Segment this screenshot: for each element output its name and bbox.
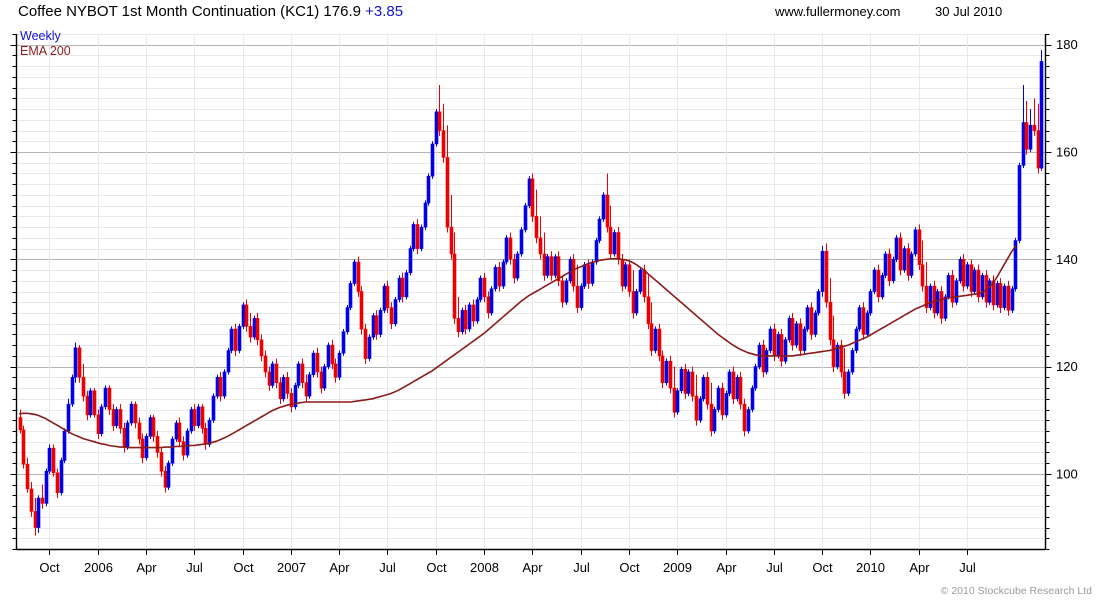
price-change: +3.85 bbox=[365, 3, 404, 20]
vertical-gridlines bbox=[49, 34, 968, 549]
plot-frame bbox=[15, 34, 1047, 551]
x-axis-tick-label: 2006 bbox=[84, 560, 113, 575]
x-axis-labels: Oct 2006 Apr Jul Oct 2007 Apr Jul Oct 2008 Apr Jul O… bbox=[39, 549, 976, 575]
y-axis-tick-label: 180 bbox=[1056, 37, 1078, 52]
x-axis-tick-label: Apr bbox=[909, 560, 930, 575]
candlestick-chart: 100 120 140 160 180 Oct 2006 Apr Jul Oct 2007 Apr J… bbox=[10, 29, 1092, 597]
chart-title: Coffee NYBOT 1st Month Continuation (KC1… bbox=[18, 3, 403, 20]
x-axis-tick-label: Oct bbox=[39, 560, 60, 575]
x-axis-tick-label: Oct bbox=[233, 560, 254, 575]
chart-header: Coffee NYBOT 1st Month Continuation (KC1… bbox=[0, 0, 1100, 26]
chart-date: 30 Jul 2010 bbox=[935, 4, 1003, 19]
x-axis-tick-label: Apr bbox=[136, 560, 157, 575]
x-axis-tick-label: Oct bbox=[619, 560, 640, 575]
x-axis-tick-label: Jul bbox=[379, 560, 396, 575]
chart-title-text: Coffee NYBOT 1st Month Continuation (KC1… bbox=[18, 3, 361, 20]
y-axis-tick-label: 120 bbox=[1056, 359, 1078, 374]
x-axis-tick-label: Jul bbox=[573, 560, 590, 575]
y-axis-tick-label: 100 bbox=[1056, 466, 1078, 481]
x-axis-tick-label: Jul bbox=[766, 560, 783, 575]
minor-gridlines bbox=[16, 34, 1045, 550]
copyright-notice: © 2010 Stockcube Research Ltd bbox=[941, 585, 1092, 597]
x-axis-tick-label: Oct bbox=[426, 560, 447, 575]
x-axis-tick-label: 2010 bbox=[856, 560, 885, 575]
x-axis-tick-label: Apr bbox=[329, 560, 350, 575]
x-axis-tick-label: Apr bbox=[522, 560, 543, 575]
x-axis-tick-label: 2007 bbox=[277, 560, 306, 575]
y-axis-tick-label: 140 bbox=[1056, 252, 1078, 267]
legend-weekly-label: Weekly bbox=[20, 29, 62, 43]
y-axis-ticks bbox=[10, 34, 1052, 550]
x-axis-tick-label: Jul bbox=[186, 560, 203, 575]
x-axis-tick-label: Oct bbox=[812, 560, 833, 575]
chart-plot-area: 100 120 140 160 180 Oct 2006 Apr Jul Oct 2007 Apr J… bbox=[0, 26, 1100, 600]
major-gridlines bbox=[16, 45, 1045, 475]
x-axis-tick-label: Jul bbox=[959, 560, 976, 575]
ema-200-line bbox=[18, 245, 1017, 449]
x-axis-tick-label: 2009 bbox=[663, 560, 692, 575]
candlestick-series bbox=[18, 50, 1044, 536]
source-website: www.fullermoney.com bbox=[775, 4, 901, 19]
x-axis-tick-label: 2008 bbox=[470, 560, 499, 575]
x-axis-tick-label: Apr bbox=[716, 560, 737, 575]
y-axis-tick-label: 160 bbox=[1056, 145, 1078, 160]
y-axis-labels: 100 120 140 160 180 bbox=[1056, 37, 1078, 481]
legend-ema-label: EMA 200 bbox=[20, 44, 71, 58]
